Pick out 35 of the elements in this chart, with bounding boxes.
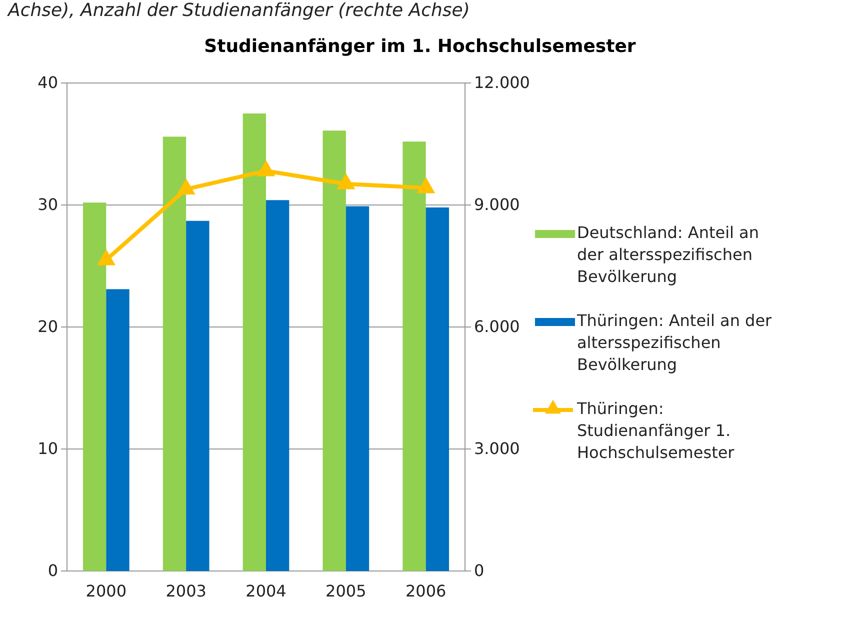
bar <box>346 206 370 571</box>
point <box>256 160 276 176</box>
bar <box>242 114 266 571</box>
chart-title: Studienanfänger im 1. Hochschulsemester <box>204 36 636 57</box>
bar <box>186 220 210 571</box>
point <box>416 177 436 194</box>
point <box>176 178 196 195</box>
point <box>96 249 116 266</box>
x-tick-label: 2006 <box>405 581 446 600</box>
bar <box>162 136 186 571</box>
bar <box>426 207 450 571</box>
y2-tick-label: 6.000 <box>474 317 520 336</box>
x-tick-label: 2000 <box>86 581 127 600</box>
x-tick-label: 2003 <box>166 581 206 600</box>
bar <box>266 200 290 571</box>
y-tick-label: 40 <box>38 73 58 92</box>
y-tick-label: 30 <box>38 195 58 214</box>
bar <box>106 289 130 571</box>
bar <box>82 202 106 571</box>
x-tick-label: 2004 <box>246 581 286 600</box>
y2-tick-label: 9.000 <box>474 195 520 214</box>
bar <box>402 142 426 571</box>
legend-label: Thüringen: Anteil an der altersspezifischen Bevölkerung <box>576 311 772 374</box>
point <box>336 173 356 190</box>
legend-label: Deutschland: Anteil an der altersspezifischen Bevölkerung <box>577 223 759 286</box>
text: Achse), Anzahl der Studienanfänger (rechte Achse) <box>7 0 470 21</box>
y-tick-label: 10 <box>38 439 58 458</box>
y2-tick-label: 3.000 <box>474 439 520 458</box>
y-tick-label: 0 <box>48 561 58 580</box>
y2-tick-label: 0 <box>474 561 484 580</box>
legend-label: Thüringen: Studienanfänger 1. Hochschulsemester <box>576 399 735 462</box>
y2-tick-label: 12.000 <box>474 73 530 92</box>
y-tick-label: 20 <box>38 317 58 336</box>
x-tick-label: 2005 <box>326 581 366 600</box>
bar <box>322 130 346 571</box>
